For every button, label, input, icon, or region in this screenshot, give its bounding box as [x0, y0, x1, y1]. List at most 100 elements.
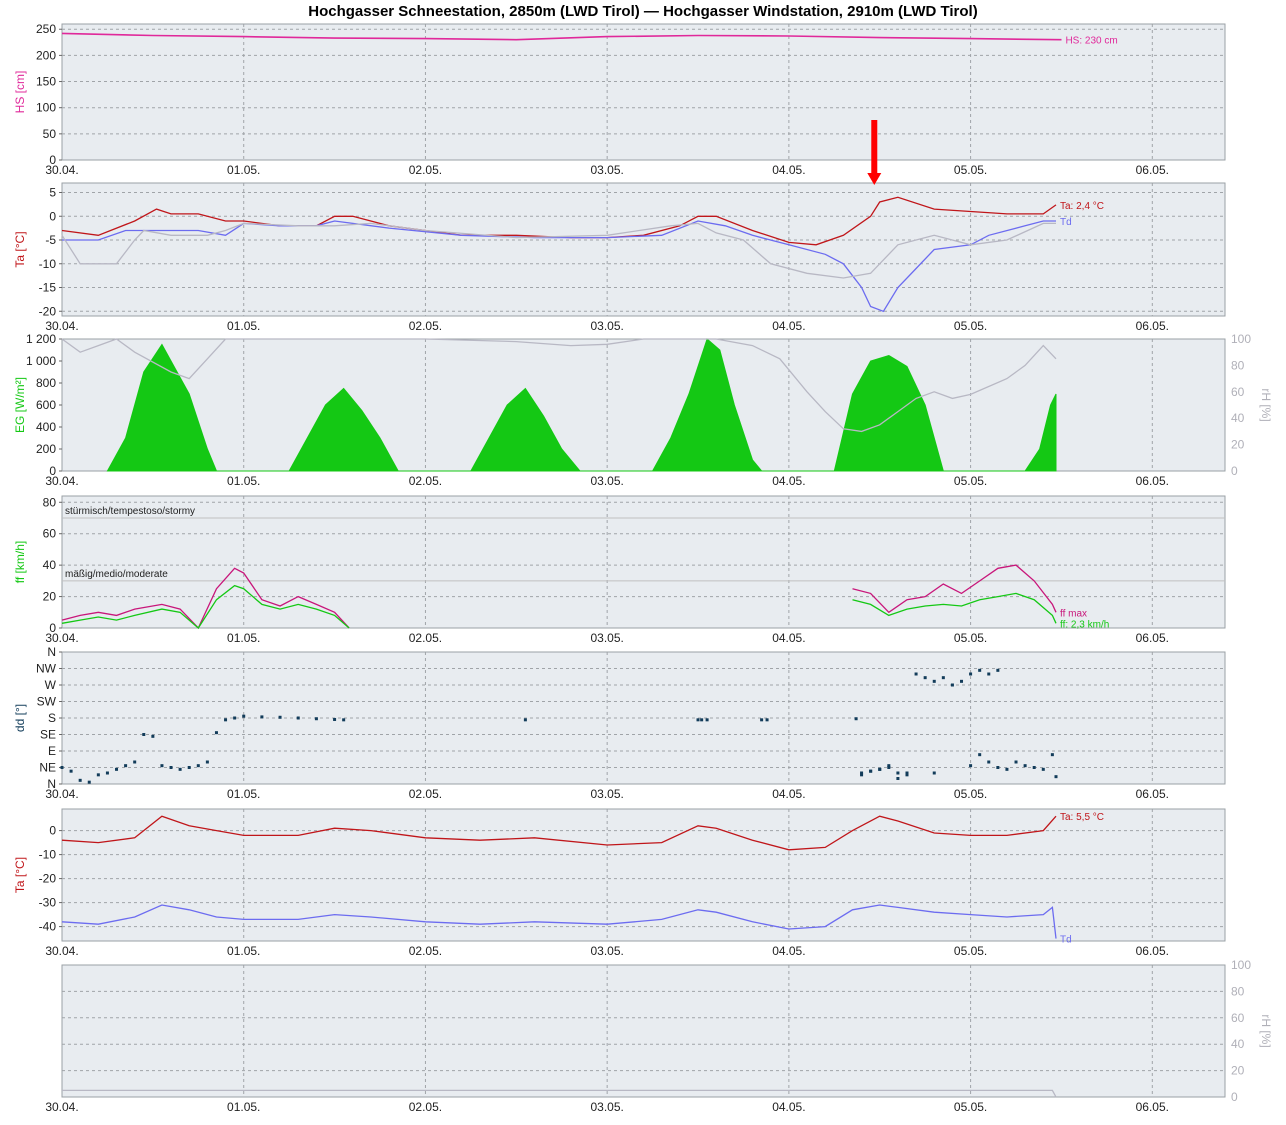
- data-point: [905, 773, 909, 777]
- data-point: [151, 734, 155, 738]
- x-tick-label: 30.04.: [45, 631, 78, 645]
- y2-tick-label: 40: [1231, 1037, 1245, 1051]
- y2-tick-label: 60: [1231, 385, 1245, 399]
- y2-tick-label: 100: [1231, 332, 1251, 346]
- panel-wind_speed: 0 20 40 60 80 ff [km/h] 30.04. 01.05. 02.05. 03.0…: [13, 495, 1226, 645]
- x-tick-label: 03.05.: [590, 631, 623, 645]
- x-tick-label: 30.04.: [45, 787, 78, 801]
- data-point: [1050, 753, 1054, 757]
- panel-rh_wind: 0 20 40 60 80 100 rH [%] 30.04. 01.05. 02.05. 03.0…: [45, 958, 1273, 1114]
- chart-title: Hochgasser Schneestation, 2850m (LWD Tir…: [308, 3, 978, 20]
- x-tick-label: 04.05.: [772, 163, 805, 177]
- series-end-label: ff max: [1060, 608, 1087, 619]
- x-tick-label: 04.05.: [772, 1100, 805, 1114]
- x-tick-label: 02.05.: [409, 474, 442, 488]
- series-line-td: [61, 904, 1057, 939]
- data-point: [978, 668, 982, 672]
- data-point: [60, 766, 64, 769]
- x-tick-label: 04.05.: [772, 787, 805, 801]
- y-tick-label: 0: [49, 209, 56, 223]
- x-tick-label: 05.05.: [954, 163, 987, 177]
- data-point: [905, 771, 909, 775]
- y-axis-label: Ta [°C]: [13, 857, 27, 893]
- data-point: [896, 771, 900, 775]
- data-point: [950, 683, 954, 687]
- x-tick-label: 03.05.: [590, 474, 623, 488]
- x-tick-label: 30.04.: [45, 319, 78, 333]
- data-point: [233, 716, 237, 720]
- x-tick-label: 03.05.: [590, 163, 623, 177]
- data-point: [124, 764, 128, 768]
- panel-radiation: 0 200 400 600 800 1 000 1 200 0 20 40 60 80 100 rH [%…: [13, 332, 1273, 488]
- x-tick-label: 30.04.: [45, 474, 78, 488]
- data-point: [142, 733, 146, 736]
- data-point: [1014, 760, 1018, 764]
- y2-axis-label: rH [%]: [1259, 1014, 1273, 1047]
- y-tick-label: 600: [36, 398, 56, 412]
- data-point: [914, 672, 918, 676]
- y2-tick-label: 0: [1231, 464, 1238, 478]
- y2-tick-label: 20: [1231, 1064, 1245, 1078]
- data-point: [923, 676, 927, 680]
- data-point: [296, 716, 300, 720]
- data-point: [342, 718, 346, 722]
- y-tick-label: -5: [45, 233, 56, 247]
- x-tick-label: 02.05.: [409, 787, 442, 801]
- series-end-label: Ta: 2,4 °C: [1060, 201, 1104, 212]
- y-axis-label: EG [W/m²]: [13, 377, 27, 433]
- plot-area: [61, 495, 1226, 629]
- y-tick-label: N: [47, 777, 56, 791]
- y-tick-label: -15: [39, 281, 57, 295]
- plot-area: [61, 23, 1226, 161]
- y-tick-label: 150: [36, 75, 56, 89]
- data-point: [96, 773, 100, 777]
- x-tick-label: 04.05.: [772, 944, 805, 958]
- data-point: [700, 718, 704, 722]
- x-tick-label: 06.05.: [1136, 163, 1169, 177]
- y-tick-label: -40: [39, 920, 57, 934]
- data-point: [696, 718, 700, 722]
- x-tick-label: 04.05.: [772, 319, 805, 333]
- x-tick-label: 02.05.: [409, 1100, 442, 1114]
- series-line-hs: [61, 32, 1062, 41]
- y-tick-label: SW: [37, 695, 57, 709]
- data-point: [969, 672, 973, 676]
- data-point: [1041, 767, 1045, 771]
- series-line-rh: [61, 222, 1056, 279]
- x-tick-label: 02.05.: [409, 319, 442, 333]
- series-line-ff: [61, 584, 350, 629]
- data-point: [932, 771, 936, 775]
- x-tick-label: 04.05.: [772, 474, 805, 488]
- y-tick-label: 250: [36, 22, 56, 36]
- x-tick-label: 03.05.: [590, 319, 623, 333]
- y-tick-label: 20: [43, 590, 57, 604]
- series-end-label: ff: 2,3 km/h: [1060, 619, 1109, 630]
- y-tick-label: 5: [49, 186, 56, 200]
- y-tick-label: 800: [36, 376, 56, 390]
- x-tick-label: 06.05.: [1136, 1100, 1169, 1114]
- data-point: [115, 767, 119, 771]
- x-tick-label: 05.05.: [954, 319, 987, 333]
- y-tick-label: 400: [36, 420, 56, 434]
- y-tick-label: -30: [39, 896, 57, 910]
- x-tick-label: 01.05.: [227, 1100, 260, 1114]
- x-tick-label: 03.05.: [590, 944, 623, 958]
- data-point: [205, 760, 209, 764]
- x-tick-label: 06.05.: [1136, 787, 1169, 801]
- x-tick-label: 30.04.: [45, 163, 78, 177]
- series-line-rh: [62, 1089, 1057, 1098]
- plot-area: [61, 182, 1226, 317]
- x-tick-label: 04.05.: [772, 631, 805, 645]
- x-tick-label: 02.05.: [409, 944, 442, 958]
- data-point: [860, 773, 864, 777]
- y2-tick-label: 40: [1231, 411, 1245, 425]
- panel-hs: 0 50 100 150 200 250 HS [cm] 30.04. 01.05. 02.05.…: [13, 22, 1226, 177]
- data-point: [160, 764, 164, 768]
- y2-tick-label: 60: [1231, 1011, 1245, 1025]
- series-line-ta: [61, 815, 1057, 851]
- data-point: [214, 731, 218, 735]
- series-end-label: Td: [1060, 935, 1072, 946]
- data-point: [869, 769, 873, 773]
- y-axis-label: HS [cm]: [13, 71, 27, 114]
- data-point: [705, 718, 709, 722]
